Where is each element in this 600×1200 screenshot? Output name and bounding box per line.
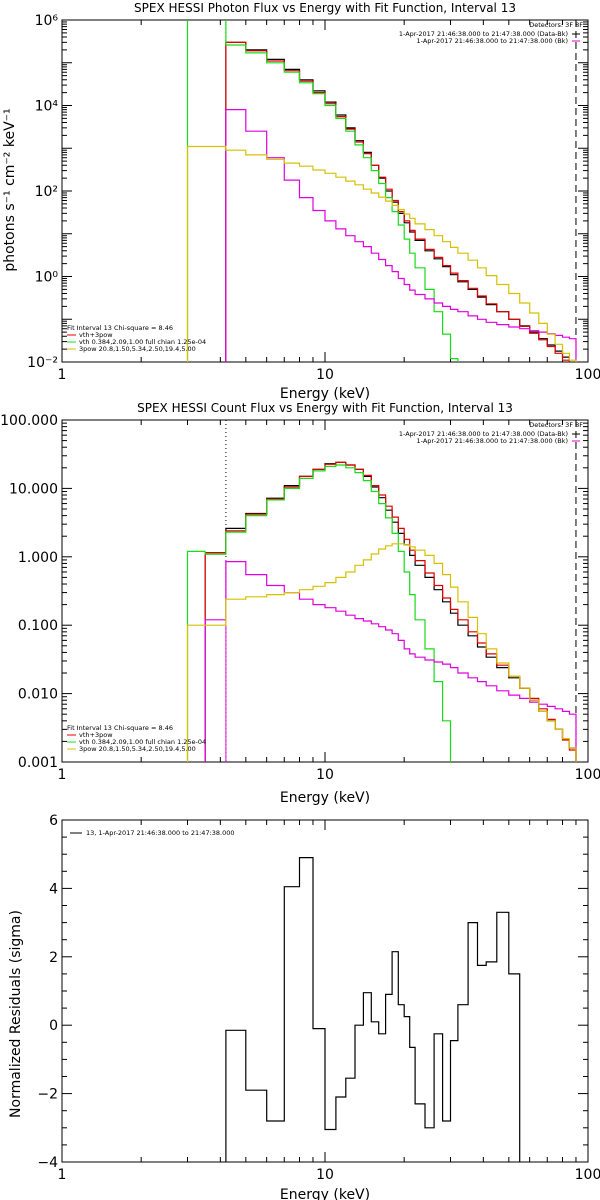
- y-tick-label: 4: [49, 881, 58, 897]
- detectors-label: Detectors: 3F 8F: [529, 21, 583, 29]
- count-flux-panel: SPEX HESSI Count Flux vs Energy with Fit…: [0, 401, 600, 806]
- y-tick-label: 2: [49, 950, 58, 966]
- chart-title: SPEX HESSI Count Flux vs Energy with Fit…: [137, 401, 513, 415]
- y-tick-label: 1.000: [18, 550, 58, 566]
- x-tick-label: 10: [316, 1167, 334, 1183]
- y-tick-label: −4: [37, 1155, 58, 1171]
- x-tick-label: 1: [58, 767, 67, 783]
- y-tick-label: 10²: [35, 184, 58, 200]
- series-line-green: [186, 464, 452, 762]
- y-tick-label: 100.000: [0, 413, 58, 429]
- x-axis-label: Energy (keV): [280, 790, 370, 806]
- y-tick-label: 10⁰: [35, 270, 59, 286]
- series-line-black: [204, 461, 577, 762]
- legend-time-entry: 1-Apr-2017 21:46:38.000 to 21:47:38.000 …: [399, 30, 568, 38]
- legend-time-entry: 1-Apr-2017 21:46:38.000 to 21:47:38.000 …: [399, 430, 568, 438]
- y-tick-label: 0: [49, 1018, 58, 1034]
- x-tick-label: 100: [575, 1167, 600, 1183]
- legend-time-entry: 1-Apr-2017 21:46:38.000 to 21:47:38.000 …: [417, 37, 568, 45]
- fit-legend-entry: 3pow 20.8,1.50,5.34,2.50,19.4,5.00: [79, 345, 196, 353]
- fit-legend-entry: Fit Interval 13 Chi-square = 8.46: [67, 724, 173, 732]
- plot-area: 1 10 100 0.001 0.010 0.100 1.000 10.000 100.000 D…: [0, 413, 600, 783]
- chart-title: SPEX HESSI Photon Flux vs Energy with Fi…: [134, 1, 516, 15]
- fit-legend-entry: vth 0.384,2.09,1.00 full chian 1.25e-04: [79, 338, 206, 346]
- detectors-label: Detectors: 3F 8F: [529, 421, 583, 429]
- y-tick-label: 10.000: [9, 481, 58, 497]
- legend-entry: 13, 1-Apr-2017 21:46:38.000 to 21:47:38.…: [86, 829, 235, 837]
- y-tick-label: 10⁻²: [27, 355, 58, 371]
- legend-time-entry: 1-Apr-2017 21:46:38.000 to 21:47:38.000 …: [417, 437, 568, 445]
- y-tick-label: 0.001: [18, 755, 58, 771]
- x-tick-label: 100: [575, 367, 600, 383]
- plot-area: 1 10 100 −4 −2 0 2 4 6 13, 1-Apr-2017 21:46:38.00…: [37, 813, 600, 1183]
- x-tick-label: 10: [316, 367, 334, 383]
- y-tick-label: 10⁴: [35, 99, 59, 115]
- fit-legend-entry: vth 0.384,2.09,1.00 full chian 1.25e-04: [79, 738, 206, 746]
- y-tick-label: 0.010: [18, 687, 58, 703]
- series-line-green: [186, 20, 459, 362]
- fit-legend-entry: vth+3pow: [79, 331, 113, 339]
- x-tick-label: 1: [58, 1167, 67, 1183]
- series-line-yellow: [186, 543, 577, 762]
- series-line-red: [225, 41, 570, 362]
- residuals-panel: Energy (keV) Normalized Residuals (sigma…: [8, 813, 600, 1200]
- y-tick-label: 10⁶: [35, 13, 59, 29]
- x-axis-label: Energy (keV): [280, 386, 370, 402]
- y-axis-label: photons s⁻¹ cm⁻² keV⁻¹: [2, 108, 18, 271]
- x-axis-label: Energy (keV): [280, 1187, 370, 1200]
- series-line-yellow: [186, 145, 577, 362]
- y-tick-label: −2: [37, 1087, 58, 1103]
- x-tick-label: 100: [575, 767, 600, 783]
- plot-frame: [61, 19, 589, 363]
- fit-legend-entry: vth+3pow: [79, 731, 113, 739]
- fit-legend-entry: 3pow 20.8,1.50,5.34,2.50,19.4,5.00: [79, 745, 196, 753]
- y-tick-label: 0.100: [18, 618, 58, 634]
- photon-flux-panel: SPEX HESSI Photon Flux vs Energy with Fi…: [2, 1, 600, 402]
- series-line-black: [225, 857, 521, 1162]
- y-tick-label: 6: [49, 813, 58, 829]
- fit-legend-entry: Fit Interval 13 Chi-square = 8.46: [67, 324, 173, 332]
- series-line-magenta: [204, 561, 577, 762]
- series-line-magenta: [225, 109, 577, 362]
- x-tick-label: 10: [316, 767, 334, 783]
- x-tick-label: 1: [58, 367, 67, 383]
- y-axis-label: Normalized Residuals (sigma): [8, 910, 24, 1118]
